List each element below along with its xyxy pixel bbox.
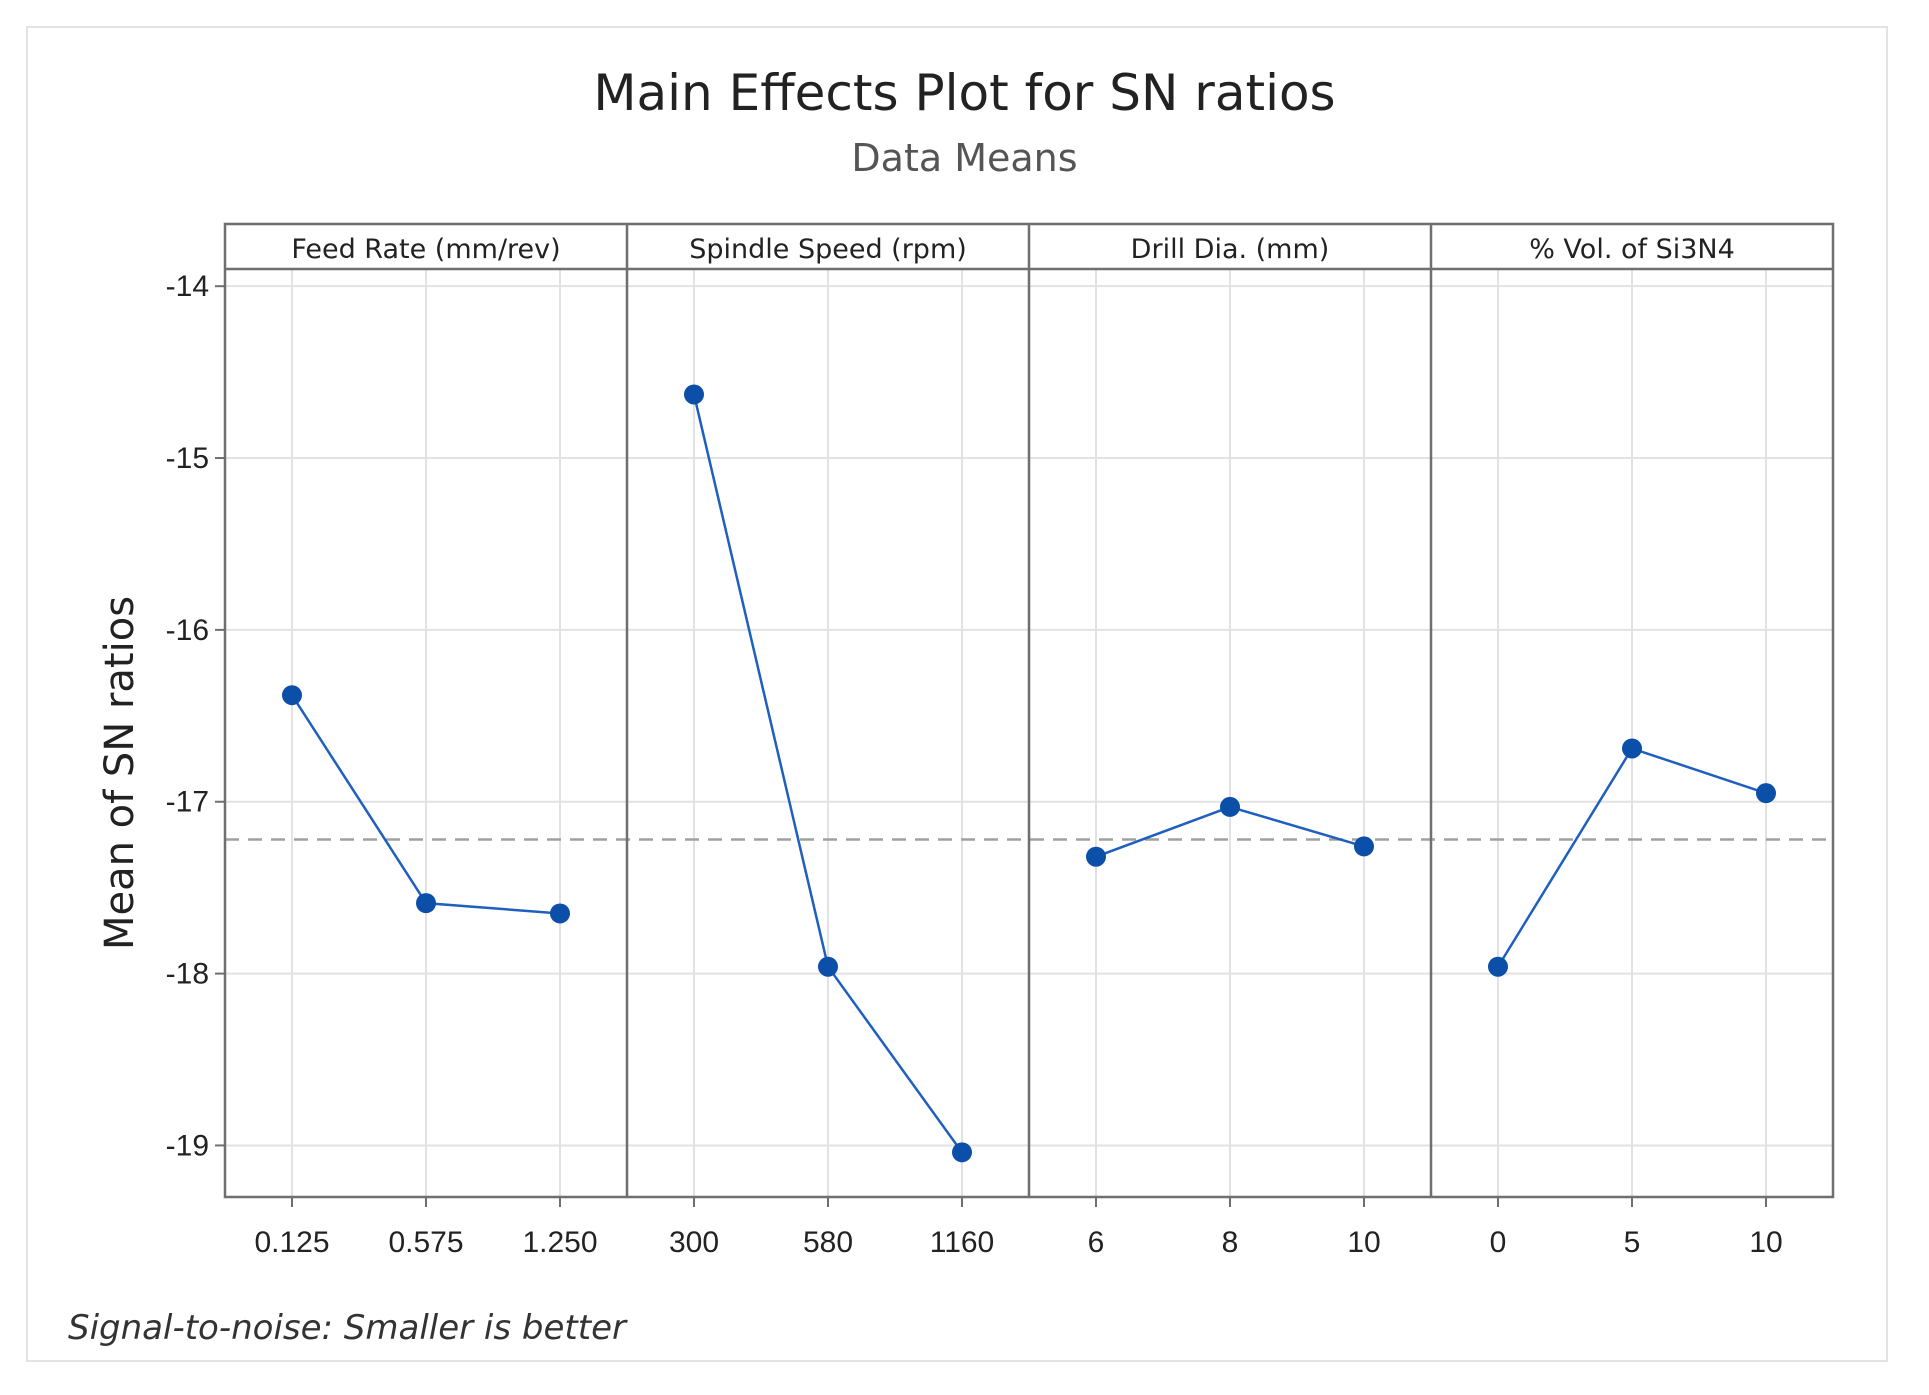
panel-label-3: Drill Dia. (mm)	[1131, 234, 1330, 265]
x-tick-label: 8	[1222, 1226, 1239, 1259]
chart-title: Main Effects Plot for SN ratios	[593, 64, 1336, 122]
x-tick-label: 300	[669, 1226, 719, 1259]
x-tick-label: 580	[803, 1226, 853, 1259]
data-point-panel-4-level-2	[1622, 738, 1642, 759]
data-point-panel-2-level-3	[952, 1142, 972, 1163]
data-point-panel-3-level-3	[1354, 836, 1374, 857]
x-tick-label: 6	[1088, 1226, 1105, 1259]
x-tick-label: 1160	[930, 1226, 995, 1259]
data-point-panel-4-level-1	[1488, 956, 1508, 977]
x-tick-label: 5	[1624, 1226, 1641, 1259]
y-tick-label: -15	[166, 442, 209, 475]
panel-label-1: Feed Rate (mm/rev)	[291, 234, 560, 265]
y-tick-label: -14	[166, 270, 209, 303]
y-tick-label: -19	[166, 1129, 209, 1162]
panel-label-2: Spindle Speed (rpm)	[689, 234, 967, 265]
chart-subtitle: Data Means	[851, 136, 1078, 180]
x-tick-label: 10	[1347, 1226, 1380, 1259]
data-point-panel-3-level-1	[1086, 846, 1106, 867]
footnote: Signal-to-noise: Smaller is better	[68, 1308, 626, 1348]
y-tick-label: -18	[166, 958, 209, 991]
x-tick-label: 0	[1490, 1226, 1507, 1259]
data-point-panel-4-level-3	[1756, 783, 1776, 804]
x-tick-label: 1.250	[522, 1226, 597, 1259]
x-tick-label: 10	[1749, 1226, 1782, 1259]
panel-label-4: % Vol. of Si3N4	[1529, 234, 1735, 265]
data-point-panel-1-level-2	[416, 893, 436, 914]
data-point-panel-3-level-2	[1220, 796, 1240, 817]
x-tick-label: 0.125	[254, 1226, 329, 1259]
figure-frame	[26, 26, 1888, 1362]
data-point-panel-1-level-3	[550, 903, 570, 924]
y-tick-label: -17	[166, 786, 209, 819]
x-tick-label: 0.575	[388, 1226, 463, 1259]
data-point-panel-2-level-1	[684, 384, 704, 405]
data-point-panel-1-level-1	[282, 685, 302, 706]
data-point-panel-2-level-2	[818, 956, 838, 977]
y-tick-label: -16	[166, 614, 209, 647]
